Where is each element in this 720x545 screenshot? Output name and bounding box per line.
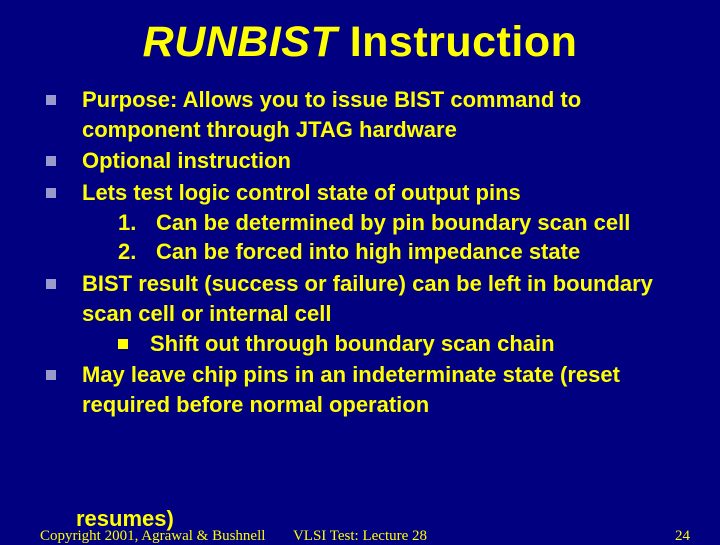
numbered-marker: 1. bbox=[118, 208, 142, 238]
bullet-item: BIST result (success or failure) can be … bbox=[46, 269, 676, 358]
bullet-text: May leave chip pins in an indeterminate … bbox=[82, 360, 676, 419]
footer-right: 24 bbox=[675, 528, 690, 545]
bullet-text: Lets test logic control state of output … bbox=[82, 178, 676, 267]
square-bullet-icon bbox=[46, 370, 56, 380]
square-bullet-icon bbox=[46, 95, 56, 105]
sub-bullet-text: Shift out through boundary scan chain bbox=[150, 329, 676, 359]
bullet-item: Purpose: Allows you to issue BIST comman… bbox=[46, 85, 676, 144]
bullet-list: Purpose: Allows you to issue BIST comman… bbox=[40, 85, 680, 420]
bullet-text: Purpose: Allows you to issue BIST comman… bbox=[82, 85, 676, 144]
numbered-text: Can be forced into high impedance state bbox=[156, 237, 676, 267]
title-rest: Instruction bbox=[337, 18, 577, 66]
bullet-item: Optional instruction bbox=[46, 146, 676, 176]
bullet-item: May leave chip pins in an indeterminate … bbox=[46, 360, 676, 419]
sub-square-bullet-icon bbox=[118, 339, 128, 349]
title-italic: RUNBIST bbox=[143, 18, 338, 66]
slide: RUNBIST Instruction Purpose: Allows you … bbox=[0, 0, 720, 540]
numbered-item: 1. Can be determined by pin boundary sca… bbox=[118, 208, 676, 238]
bullet-text: BIST result (success or failure) can be … bbox=[82, 269, 676, 358]
bullet-text-line: Lets test logic control state of output … bbox=[82, 180, 521, 205]
slide-title: RUNBIST Instruction bbox=[40, 18, 680, 67]
numbered-item: 2. Can be forced into high impedance sta… bbox=[118, 237, 676, 267]
square-bullet-icon bbox=[46, 156, 56, 166]
square-bullet-icon bbox=[46, 188, 56, 198]
bullet-text: Optional instruction bbox=[82, 146, 676, 176]
sub-bullet-item: Shift out through boundary scan chain bbox=[118, 329, 676, 359]
numbered-marker: 2. bbox=[118, 237, 142, 267]
bullet-item: Lets test logic control state of output … bbox=[46, 178, 676, 267]
bullet-text-line: BIST result (success or failure) can be … bbox=[82, 271, 653, 326]
numbered-text: Can be determined by pin boundary scan c… bbox=[156, 208, 676, 238]
footer-left: Copyright 2001, Agrawal & Bushnell bbox=[40, 528, 265, 545]
square-bullet-icon bbox=[46, 279, 56, 289]
